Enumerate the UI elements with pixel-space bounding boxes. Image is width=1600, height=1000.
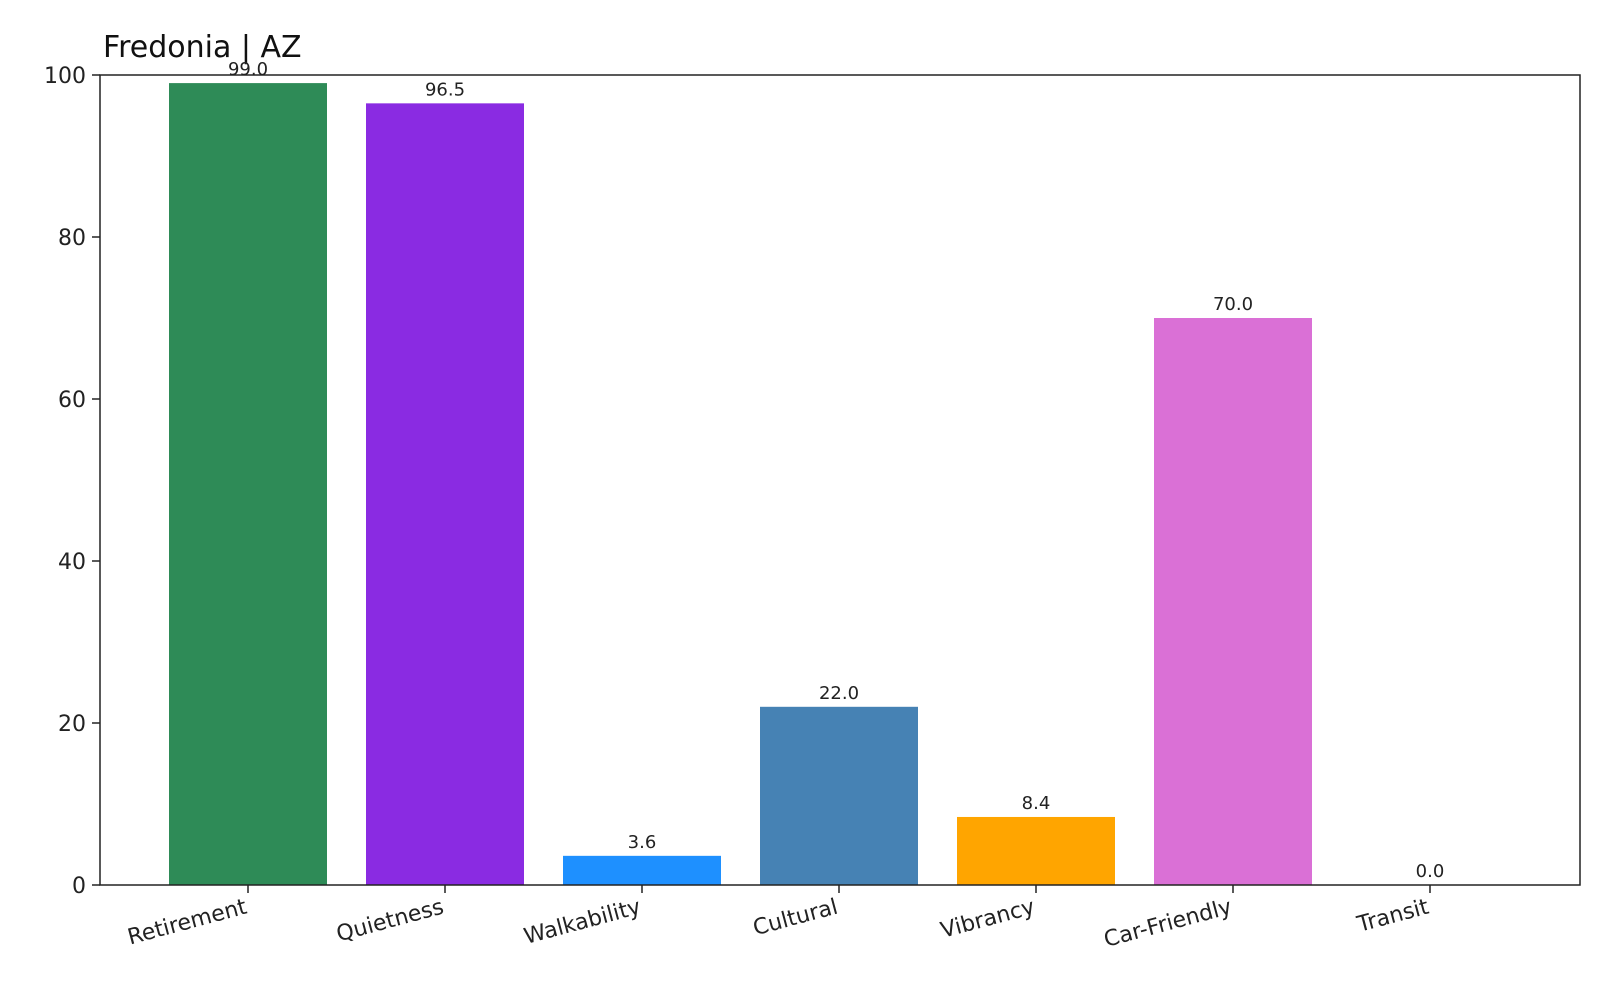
value-label: 8.4 bbox=[1022, 793, 1051, 814]
y-tick-label: 0 bbox=[72, 874, 86, 899]
chart-title: Fredonia | AZ bbox=[103, 30, 302, 65]
value-label: 22.0 bbox=[819, 683, 859, 704]
value-label: 99.0 bbox=[228, 59, 268, 80]
plot-frame bbox=[99, 74, 1581, 886]
bar-walkability bbox=[563, 855, 721, 885]
y-tick-label: 60 bbox=[58, 388, 86, 413]
value-label: 3.6 bbox=[628, 832, 657, 853]
bars-layer: 99.0 96.5 3.6 22.0 8.4 70.0 0.0 bbox=[169, 59, 1445, 886]
x-tick-label: Vibrancy bbox=[938, 895, 1037, 944]
bar-retirement bbox=[169, 83, 327, 886]
value-label: 96.5 bbox=[425, 79, 465, 100]
value-label: 0.0 bbox=[1416, 861, 1445, 882]
y-tick-label: 80 bbox=[58, 226, 86, 251]
bar-car-friendly bbox=[1154, 318, 1312, 885]
bar-quietness bbox=[366, 103, 524, 886]
x-tick-label: Transit bbox=[1354, 895, 1432, 938]
bar-cultural bbox=[760, 706, 918, 885]
x-tick-label: Cultural bbox=[750, 895, 840, 942]
x-tick-label: Car-Friendly bbox=[1101, 895, 1234, 953]
x-tick-label: Retirement bbox=[125, 895, 250, 951]
bar-vibrancy bbox=[957, 816, 1115, 885]
y-tick-label: 40 bbox=[58, 550, 86, 575]
x-tick-label: Quietness bbox=[334, 895, 447, 948]
y-tick-label: 20 bbox=[58, 712, 86, 737]
y-tick-label: 100 bbox=[44, 64, 86, 89]
x-tick-label: Walkability bbox=[521, 895, 643, 950]
value-label: 70.0 bbox=[1213, 294, 1253, 315]
